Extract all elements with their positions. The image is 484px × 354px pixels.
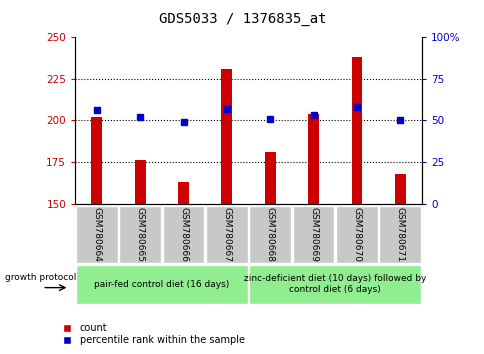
- Bar: [206, 206, 247, 263]
- Bar: [351, 57, 362, 204]
- Bar: [119, 206, 161, 263]
- Bar: [378, 206, 420, 263]
- Bar: [178, 182, 189, 204]
- Legend: count, percentile rank within the sample: count, percentile rank within the sample: [53, 319, 248, 349]
- Bar: [335, 206, 377, 263]
- Bar: [249, 206, 290, 263]
- Text: GSM780669: GSM780669: [308, 207, 318, 262]
- Bar: [91, 117, 102, 204]
- Text: GSM780664: GSM780664: [92, 207, 101, 262]
- Text: GSM780671: GSM780671: [395, 207, 404, 262]
- Bar: [163, 206, 204, 263]
- Text: GSM780668: GSM780668: [265, 207, 274, 262]
- Bar: [221, 69, 232, 204]
- Bar: [307, 114, 318, 204]
- Bar: [292, 206, 333, 263]
- Text: GSM780666: GSM780666: [179, 207, 188, 262]
- Bar: [249, 264, 420, 304]
- Text: pair-fed control diet (16 days): pair-fed control diet (16 days): [94, 280, 229, 289]
- Bar: [76, 206, 118, 263]
- Bar: [135, 160, 145, 204]
- Text: GSM780667: GSM780667: [222, 207, 231, 262]
- Text: GSM780670: GSM780670: [352, 207, 361, 262]
- Bar: [394, 173, 405, 204]
- Text: GDS5033 / 1376835_at: GDS5033 / 1376835_at: [158, 12, 326, 27]
- Bar: [264, 152, 275, 204]
- Text: zinc-deficient diet (10 days) followed by
control diet (6 days): zinc-deficient diet (10 days) followed b…: [243, 274, 425, 294]
- Bar: [76, 264, 247, 304]
- Text: GSM780665: GSM780665: [136, 207, 144, 262]
- Text: growth protocol: growth protocol: [5, 273, 76, 281]
